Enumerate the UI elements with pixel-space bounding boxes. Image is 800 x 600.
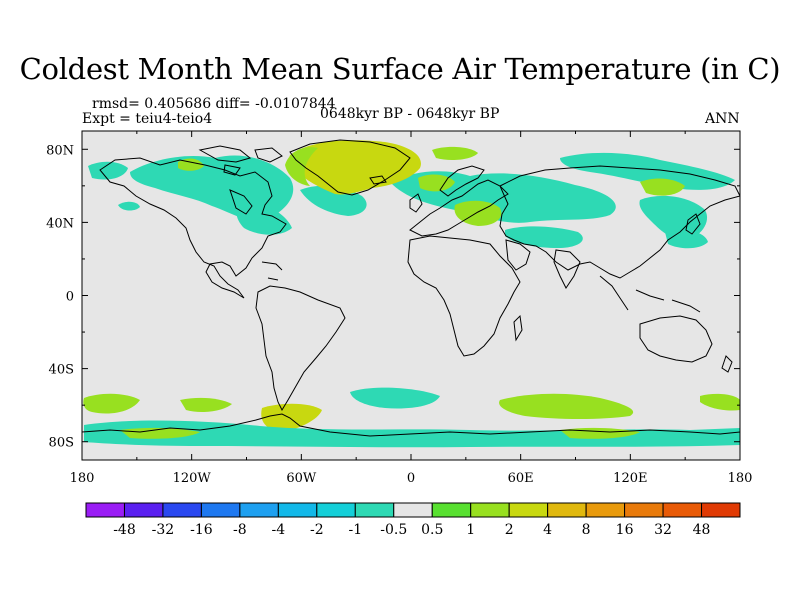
season-label: ANN [705, 111, 740, 127]
colorbar-label: 4 [543, 522, 552, 538]
colorbar-swatch [624, 502, 664, 518]
coastline-arabia [505, 239, 531, 271]
anomaly-siberia-north [560, 152, 735, 190]
lon-tick-label: 120E [613, 471, 647, 486]
colorbar-swatch [431, 502, 472, 518]
colorbar-swatch [547, 502, 587, 518]
anomaly-south-pacific-east [700, 393, 740, 411]
coastline-caribbean [261, 261, 283, 281]
lon-tick-label: 180 [70, 471, 95, 486]
lat-tick-label: 80N [46, 143, 74, 158]
anomaly-antarctica-green [120, 427, 200, 439]
lat-tick-label: 40S [49, 363, 74, 378]
anomaly-north-pacific-blob [118, 201, 140, 211]
coastline-south-america [255, 285, 346, 412]
anomaly-southern-ocean-west [83, 393, 140, 414]
coastline-japan [685, 213, 701, 235]
colorbar-swatch [277, 502, 318, 518]
anomaly-alaska [88, 161, 128, 180]
coastlines [82, 139, 740, 437]
colorbar-label: 16 [616, 522, 634, 538]
colorbar-label: -16 [190, 522, 213, 538]
anomaly-south-indian [499, 393, 634, 419]
lon-tick-label: 0 [407, 471, 415, 486]
colorbar-label: -48 [113, 522, 136, 538]
experiment-label: Expt = teiu4-teio4 [82, 111, 213, 127]
coastline-greenland [289, 139, 411, 196]
colorbar-swatch [162, 502, 202, 518]
colorbar-swatch [662, 502, 703, 518]
anomaly-central-asia-cyan [505, 226, 583, 248]
colorbar-label: -0.5 [380, 522, 407, 538]
colorbar-swatch [585, 502, 626, 518]
anomaly-central-asia [454, 200, 502, 226]
coastline-antarctica [82, 413, 740, 437]
coastline-new-zealand [721, 355, 733, 373]
colorbar-swatch [239, 502, 279, 518]
lon-tick-label: 60E [508, 471, 534, 486]
anomaly-southern-ocean-pacific [180, 397, 232, 412]
anomaly-north-america-green [178, 158, 204, 171]
anomaly-eastern-canada [236, 203, 292, 235]
colorbar-swatch [508, 502, 549, 518]
colorbar-label: -8 [233, 522, 247, 538]
axis-ticks: 180 120W 60W 0 60E 120E 180 80N 40N 0 40S 80S [46, 131, 752, 486]
coastline-southeast-asia [599, 275, 701, 313]
coastline-africa [407, 235, 521, 357]
lat-tick-label: 0 [66, 290, 74, 305]
colorbar-label: -2 [310, 522, 324, 538]
colorbar-swatch [393, 502, 433, 518]
colorbar-swatch [701, 502, 741, 518]
anomaly-scandinavia [418, 174, 455, 192]
colorbar-label: -32 [152, 522, 175, 538]
lon-tick-label: 180 [728, 471, 753, 486]
colorbar-swatch [85, 502, 125, 518]
coastline-scandinavia [439, 165, 485, 197]
coastline-hudson-bay [229, 189, 253, 215]
colorbar-label: 32 [654, 522, 672, 538]
colorbar-swatch [316, 502, 356, 518]
colorbar-label: 8 [582, 522, 591, 538]
anomaly-south-atlantic-cyan [350, 387, 440, 409]
stats-label: rmsd= 0.405686 diff= -0.0107844 [92, 96, 336, 112]
colorbar-swatch [354, 502, 395, 518]
lon-tick-label: 60W [286, 471, 317, 486]
colorbar-label: -1 [348, 522, 362, 538]
coastline-arctic-islands [198, 145, 283, 176]
colorbar-swatch [200, 502, 241, 518]
colorbar-label: 48 [693, 522, 711, 538]
coastline-iceland [369, 175, 387, 185]
colorbar-label: 2 [505, 522, 514, 538]
anomaly-greenland [289, 140, 421, 195]
lat-tick-label: 80S [49, 436, 74, 451]
anomaly-mongolia [640, 178, 685, 196]
anomaly-arctic-green [432, 146, 478, 161]
colorbar: -48 -32 -16 -8 -4 -2 -1 -0.5 0.5 1 2 4 8 16 32 48 [85, 502, 741, 538]
coastline-madagascar [513, 314, 523, 342]
coastline-india [553, 249, 581, 289]
colorbar-label: -4 [272, 522, 286, 538]
chart-title: Coldest Month Mean Surface Air Temperatu… [19, 52, 781, 86]
coastline-asia [499, 165, 740, 279]
coastline-britain [409, 193, 423, 213]
colorbar-label: 1 [466, 522, 475, 538]
colorbar-swatch [123, 502, 164, 518]
coastline-europe [409, 179, 509, 237]
period-label: 0648kyr BP - 0648kyr BP [320, 106, 500, 122]
anomaly-antarctic-peninsula [261, 403, 322, 432]
lat-tick-label: 40N [46, 216, 74, 231]
coastline-australia [639, 315, 713, 363]
colorbar-swatch [470, 502, 510, 518]
colorbar-label: 0.5 [421, 522, 443, 538]
coastline-north-america [99, 157, 287, 299]
anomaly-east-asia [639, 195, 708, 240]
lon-tick-label: 120W [173, 471, 212, 486]
